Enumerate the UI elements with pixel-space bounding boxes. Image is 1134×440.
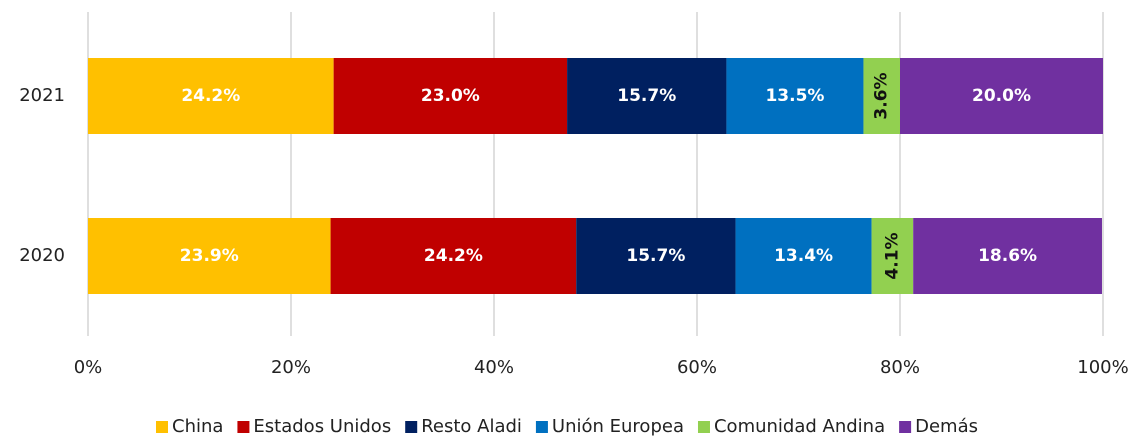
data-label: 20.0% xyxy=(972,86,1031,106)
legend-swatch xyxy=(535,421,548,433)
legend-swatch xyxy=(697,421,710,433)
legend-swatch xyxy=(237,421,250,433)
bar-segment xyxy=(726,58,864,134)
x-tick-label: 0% xyxy=(74,357,103,378)
y-tick-label: 2021 xyxy=(19,85,65,106)
bar-segment xyxy=(576,218,736,294)
legend-label: Comunidad Andina xyxy=(714,416,885,437)
x-tick-label: 60% xyxy=(677,357,717,378)
legend-label: China xyxy=(172,416,223,437)
bar-segment xyxy=(330,218,577,294)
data-label: 3.6% xyxy=(872,72,892,119)
data-label: 23.9% xyxy=(180,246,239,266)
legend-label: Demás xyxy=(915,416,978,437)
x-tick-label: 80% xyxy=(880,357,920,378)
data-label: 4.1% xyxy=(882,232,902,279)
bar-segment xyxy=(871,218,914,294)
x-tick-label: 20% xyxy=(271,357,311,378)
data-label: 23.0% xyxy=(421,86,480,106)
y-tick-label: 2020 xyxy=(19,245,65,266)
legend-label: Estados Unidos xyxy=(253,416,391,437)
bar-segment xyxy=(900,58,1103,134)
legend-swatch xyxy=(156,421,168,433)
data-label: 18.6% xyxy=(978,246,1037,266)
bar-segment xyxy=(863,58,900,134)
x-tick-label: 100% xyxy=(1077,357,1128,378)
bar-segment xyxy=(735,218,872,294)
data-label: 13.4% xyxy=(774,246,833,266)
bar-segment xyxy=(567,58,727,134)
legend-label: Resto Aladi xyxy=(421,416,522,437)
bar-segment xyxy=(88,58,334,134)
legend-label: Unión Europea xyxy=(552,416,684,437)
bar-segment xyxy=(333,58,568,134)
x-tick-label: 40% xyxy=(474,357,514,378)
data-label: 15.7% xyxy=(617,86,676,106)
legend-swatch xyxy=(899,421,912,433)
data-label: 15.7% xyxy=(626,246,685,266)
data-label: 24.2% xyxy=(424,246,483,266)
legend-swatch xyxy=(405,421,418,433)
data-label: 13.5% xyxy=(765,86,824,106)
legend: China Estados Unidos Resto Aladi Unión Euro… xyxy=(156,416,978,437)
data-label: 24.2% xyxy=(181,86,240,106)
bar-segment xyxy=(88,218,331,294)
bar-segment xyxy=(913,218,1102,294)
